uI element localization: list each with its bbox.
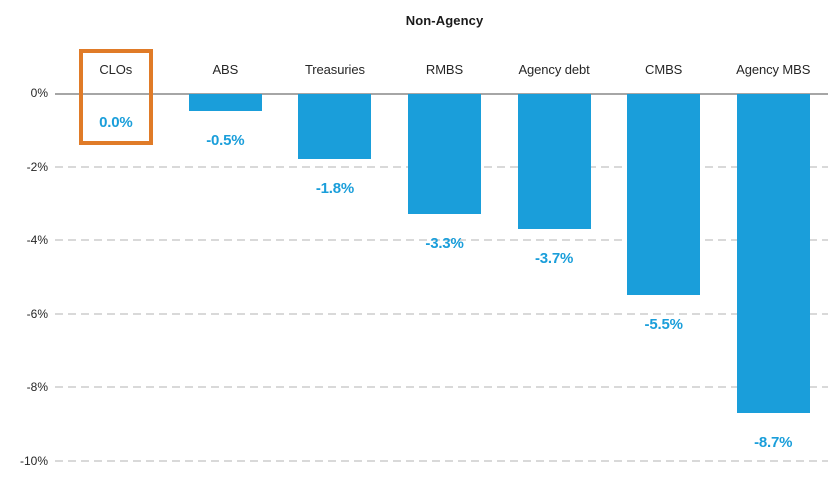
bar	[517, 94, 591, 230]
gridline	[55, 386, 828, 389]
category-label: Agency MBS	[736, 62, 811, 77]
category-label: CLOs	[99, 62, 133, 77]
bar-value-label: -8.7%	[754, 434, 793, 452]
category-label: Agency debt	[518, 62, 590, 77]
bar-value-label: -3.3%	[425, 235, 464, 253]
bar	[408, 94, 481, 215]
bar-value-label: 0.0%	[99, 114, 133, 131]
gridline	[55, 312, 828, 315]
y-axis-tick-label: -2%	[26, 159, 48, 174]
bar-value-label: -1.8%	[315, 180, 355, 198]
y-axis-tick-label: -10%	[19, 454, 48, 468]
gridline	[55, 460, 828, 462]
category-label: Treasuries	[304, 62, 365, 77]
bar	[736, 94, 810, 414]
bar-value-label: -5.5%	[644, 316, 683, 334]
zero-baseline	[55, 93, 828, 95]
bar	[188, 94, 262, 112]
y-axis-tick-label: -6%	[26, 306, 48, 321]
y-axis-tick-label: -4%	[26, 233, 48, 248]
category-label: RMBS	[425, 62, 464, 77]
chart-title: Non-Agency	[405, 13, 484, 28]
y-axis-tick-label: -8%	[26, 380, 48, 395]
bar	[298, 94, 372, 160]
y-axis-tick-label: 0%	[30, 86, 48, 100]
category-label: CMBS	[645, 62, 683, 77]
highlight-box	[78, 49, 153, 145]
category-label: ABS	[212, 62, 239, 77]
bar	[627, 94, 701, 296]
bar-value-label: -0.5%	[206, 132, 245, 150]
bar-value-label: -3.7%	[534, 250, 574, 268]
gridline	[55, 239, 828, 242]
